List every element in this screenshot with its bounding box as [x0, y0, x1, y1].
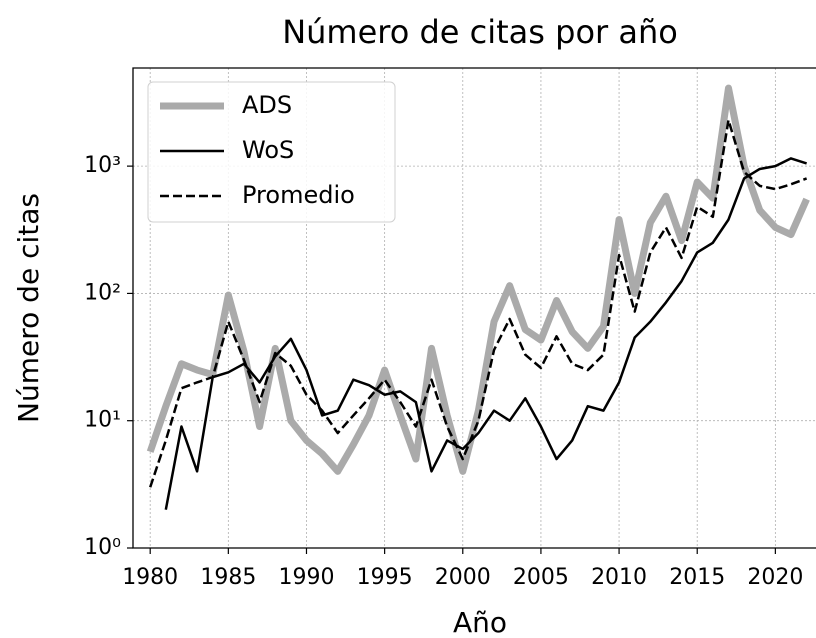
x-tick-label: 2020 [747, 565, 803, 590]
series-line [164, 157, 808, 510]
series-line [149, 118, 808, 488]
x-tick-label: 1980 [122, 565, 178, 590]
y-tick-label: 10⁰ [84, 535, 121, 560]
chart-title: Número de citas por año [282, 13, 678, 51]
x-tick-label: 1985 [200, 565, 256, 590]
x-tick-label: 2010 [591, 565, 647, 590]
y-tick-label: 10² [84, 280, 121, 305]
y-axis-label: Número de citas [12, 193, 45, 423]
series-line [146, 84, 810, 475]
axis-spine [132, 67, 816, 549]
legend-label: WoS [242, 136, 294, 164]
x-tick-label: 2005 [513, 565, 569, 590]
x-tick-label: 2015 [669, 565, 725, 590]
y-tick-label: 10¹ [84, 408, 121, 433]
legend-label: ADS [242, 91, 292, 119]
x-tick-label: 1995 [357, 565, 413, 590]
legend-label: Promedio [242, 181, 355, 209]
x-tick-label: 1990 [278, 565, 334, 590]
x-axis-label: Año [453, 606, 507, 638]
legend-box [147, 81, 396, 223]
y-tick-label: 10³ [84, 153, 121, 178]
x-tick-label: 2000 [435, 565, 491, 590]
plot-area [146, 84, 810, 510]
